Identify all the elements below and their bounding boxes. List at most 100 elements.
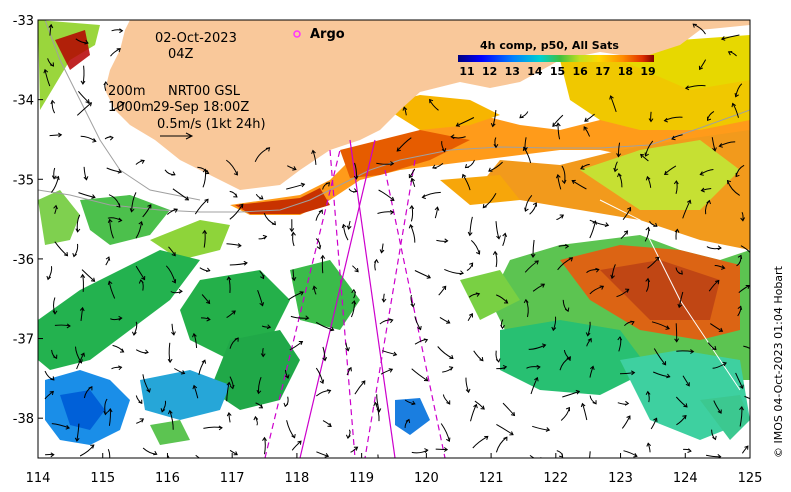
current-arrow [561,165,566,184]
current-arrow-head [256,389,262,395]
current-arrow-head [75,228,81,233]
current-arrow [131,192,137,212]
current-arrow [315,367,324,384]
current-arrow [438,286,447,296]
current-arrow [257,377,262,394]
current-arrow-head [292,166,297,171]
current-arrow-head [354,268,359,273]
current-arrow-head [379,467,383,471]
current-time-label: 29-Sep 18:00Z [153,100,249,115]
current-arrow [496,423,514,436]
current-arrow-head [540,283,546,288]
current-arrow-head [91,194,96,199]
current-arrow-head [444,238,449,244]
current-arrow-head [575,389,581,395]
current-arrow [44,391,54,400]
current-arrow [488,161,503,172]
current-arrow-head [103,411,109,416]
current-arrow-head [204,169,210,175]
current-arrow [226,159,238,176]
current-arrow-head [706,116,712,122]
current-arrow [376,394,380,412]
current-arrow-head [740,217,746,222]
current-arrow [198,359,206,375]
current-arrow [169,410,174,430]
current-arrow-head [653,417,658,422]
current-arrow-head [503,436,508,441]
current-arrow-head [551,326,557,332]
current-arrow-head [239,203,244,208]
current-arrow-head [373,258,379,264]
colorbar-tick-label: 15 [550,65,565,78]
current-arrow [472,435,489,449]
current-arrow-head [469,262,474,267]
current-arrow [735,83,743,97]
current-arrow [81,269,95,282]
velocity-scale-label: 0.5m/s (1kt 24h) [157,117,266,132]
current-arrow-head [226,381,232,386]
current-arrow [562,390,580,398]
current-arrow-head [604,222,610,227]
current-arrow-head [66,323,71,329]
current-arrow [414,316,422,330]
current-arrow-head [568,257,574,262]
current-arrow-head [327,422,332,427]
current-arrow-head [171,331,176,336]
current-arrow-head [138,220,144,226]
current-arrow-head [351,288,357,294]
current-arrow [408,168,416,178]
current-arrow [229,449,238,456]
current-arrow [456,117,475,127]
current-arrow-head [260,353,266,358]
current-arrow-head [52,310,58,315]
current-arrow-head [467,231,473,237]
current-arrow [257,290,264,306]
current-arrow-head [534,376,539,382]
current-arrow-head [613,167,619,173]
current-arrow-head [146,388,151,393]
current-arrow-head [510,411,516,417]
current-arrow-head [630,320,635,326]
current-arrow [76,423,80,442]
current-arrow-head [298,341,304,345]
current-arrow-head [734,93,739,98]
current-arrow [437,346,454,359]
current-arrow-head [116,48,121,53]
current-arrow-head [524,207,529,212]
current-arrow-head [671,135,676,141]
current-arrow-head [49,390,54,396]
current-arrow-head [226,276,232,281]
current-arrow [290,315,309,319]
current-arrow-head [262,436,267,441]
current-arrow-head [583,126,588,131]
current-arrow-head [687,448,692,453]
current-arrow-head [712,435,717,441]
current-arrow-head [173,208,179,213]
current-arrow-head [682,414,687,420]
current-arrow-head [316,245,322,250]
current-arrow-head [141,275,146,281]
current-arrow-head [106,461,110,464]
current-arrow [439,316,450,324]
current-arrow-head [625,288,630,293]
current-arrow-head [673,180,679,185]
current-arrow-head [107,280,113,285]
current-arrow-head [653,222,658,227]
current-arrow-head [291,434,296,439]
current-arrow [653,348,666,366]
current-arrow-head [585,332,591,337]
current-arrow-head [131,331,137,336]
y-tick-label: -36 [13,253,34,268]
current-arrow [743,345,750,350]
current-arrow [532,283,545,292]
current-arrow [107,449,111,458]
current-arrow-head [117,168,123,174]
current-arrow-head [192,384,198,390]
current-arrow-head [443,447,449,452]
current-arrow [80,135,97,142]
current-arrow [226,310,236,318]
colorbar-tick-label: 16 [572,65,588,78]
current-arrow-head [617,336,623,341]
current-arrow [692,23,706,35]
current-arrow-head [717,409,722,414]
